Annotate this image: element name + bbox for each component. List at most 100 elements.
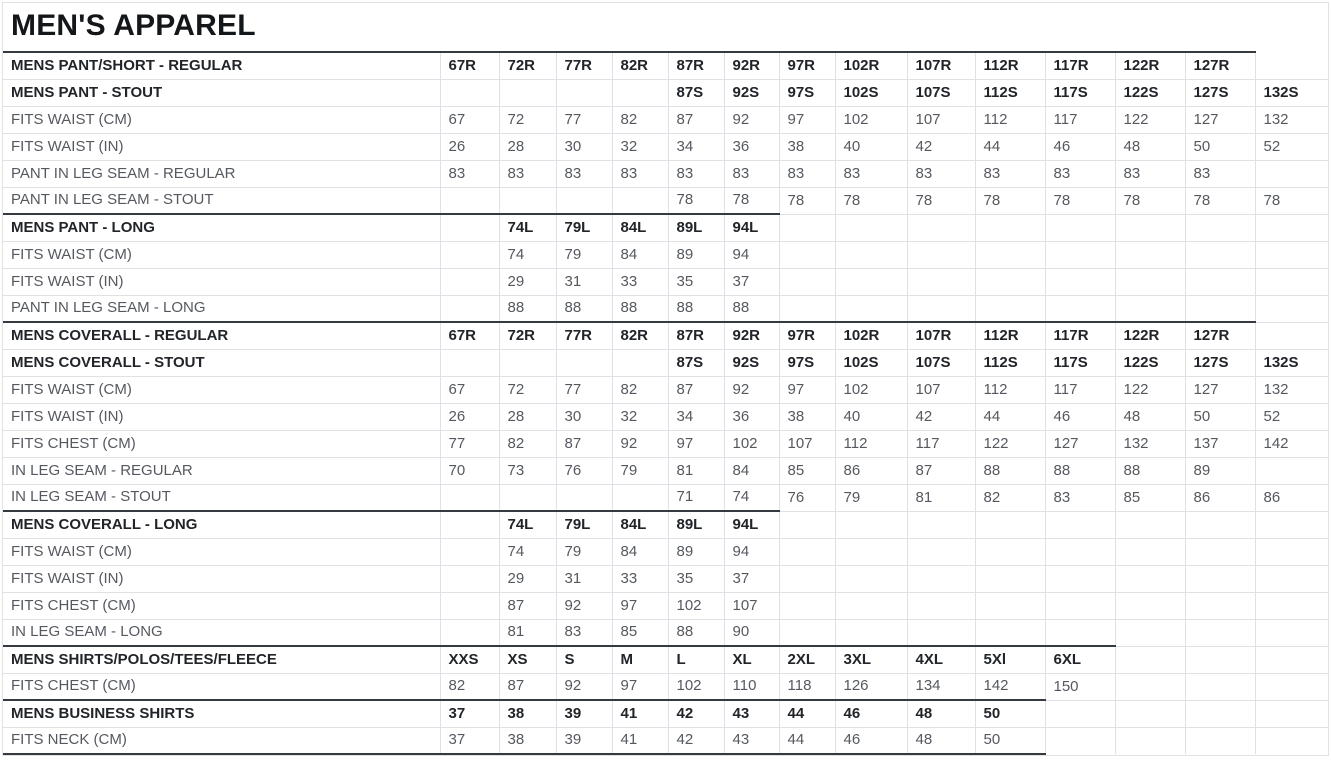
size-cell: [1114, 537, 1186, 566]
size-cell: 44: [778, 726, 836, 755]
size-cell: 30: [555, 132, 613, 161]
row-label: FITS WAIST (CM): [3, 105, 441, 134]
size-cell: 150: [1044, 672, 1116, 701]
size-cell: 78: [1184, 186, 1256, 215]
size-cell: [906, 564, 976, 593]
size-cell: 67: [439, 375, 500, 404]
size-cell: 78: [778, 186, 836, 215]
size-cell: 102R: [834, 321, 908, 350]
size-cell: [974, 240, 1046, 269]
size-cell: 107R: [906, 321, 976, 350]
size-cell: 92R: [723, 321, 780, 350]
size-cell: 33: [611, 267, 669, 296]
size-cell: [1044, 537, 1116, 566]
table-row: MENS BUSINESS SHIRTS 37 38 39 41 42 43 44 46 48 50: [3, 699, 1328, 728]
size-cell: XXS: [439, 645, 500, 674]
size-cell: 48: [906, 726, 976, 755]
size-cell: 122R: [1114, 321, 1186, 350]
size-cell: 38: [498, 726, 557, 755]
page-title: MEN'S APPAREL: [11, 9, 256, 42]
size-cell: [834, 537, 908, 566]
size-cell: 35: [667, 564, 725, 593]
size-cell: 132S: [1254, 348, 1328, 377]
size-cell: 81: [667, 456, 725, 485]
size-cell: 84: [723, 456, 780, 485]
size-cell: [974, 294, 1046, 323]
size-cell: [1254, 618, 1328, 647]
size-chart-table: MENS PANT/SHORT - REGULAR 67R 72R 77R 82R 87R…: [3, 51, 1328, 755]
size-cell: 97: [611, 591, 669, 620]
size-cell: 38: [778, 402, 836, 431]
size-cell: 72: [498, 375, 557, 404]
size-cell: 97R: [778, 321, 836, 350]
size-cell: 107: [778, 429, 836, 458]
size-cell: 30: [555, 402, 613, 431]
size-cell: [1114, 672, 1186, 701]
size-cell: [1254, 240, 1328, 269]
size-cell: [1184, 537, 1256, 566]
size-cell: [1184, 510, 1256, 539]
row-label: IN LEG SEAM - LONG: [3, 618, 441, 647]
size-cell: 42: [667, 699, 725, 728]
size-cell: [1184, 672, 1256, 701]
size-cell: 78: [667, 186, 725, 215]
size-cell: 112: [834, 429, 908, 458]
size-cell: 92: [723, 375, 780, 404]
size-cell: 48: [906, 699, 976, 728]
size-cell: 112: [974, 375, 1046, 404]
size-cell: 86: [1184, 483, 1256, 512]
size-cell: 78: [906, 186, 976, 215]
size-cell: XS: [498, 645, 557, 674]
size-cell: 79: [555, 537, 613, 566]
size-cell: 32: [611, 402, 669, 431]
size-cell: 37: [723, 564, 780, 593]
row-label: FITS NECK (CM): [3, 726, 441, 755]
size-cell: [974, 564, 1046, 593]
size-cell: 89: [667, 537, 725, 566]
size-cell: 74: [498, 240, 557, 269]
size-cell: [1254, 645, 1328, 674]
size-cell: 81: [498, 618, 557, 647]
row-label: MENS BUSINESS SHIRTS: [3, 699, 441, 728]
size-cell: [1184, 294, 1256, 323]
size-cell: 83: [974, 159, 1046, 188]
size-cell: [1184, 564, 1256, 593]
table-row: FITS WAIST (IN) 26 28 30 32 34 36 38 40 42 44 46 48 5…: [3, 132, 1328, 161]
size-cell: 2XL: [778, 645, 836, 674]
size-cell: 97S: [778, 78, 836, 107]
size-cell: 102: [834, 375, 908, 404]
size-cell: 28: [498, 132, 557, 161]
size-cell: 46: [1044, 402, 1116, 431]
size-cell: 89L: [667, 510, 725, 539]
size-cell: 74: [498, 537, 557, 566]
size-cell: [906, 240, 976, 269]
row-label: IN LEG SEAM - STOUT: [3, 483, 441, 512]
size-cell: 76: [778, 483, 836, 512]
size-cell: [1254, 267, 1328, 296]
size-cell: 52: [1254, 132, 1328, 161]
size-cell: 127R: [1184, 51, 1256, 80]
size-cell: 87: [498, 672, 557, 701]
size-cell: [555, 186, 613, 215]
row-label: FITS WAIST (CM): [3, 537, 441, 566]
size-cell: [439, 240, 500, 269]
row-label: MENS PANT/SHORT - REGULAR: [3, 51, 441, 80]
size-cell: 77R: [555, 51, 613, 80]
size-cell: 122: [1114, 105, 1186, 134]
size-cell: 82: [439, 672, 500, 701]
size-cell: 35: [667, 267, 725, 296]
size-cell: [834, 240, 908, 269]
size-cell: 5Xl: [974, 645, 1046, 674]
size-cell: 3XL: [834, 645, 908, 674]
size-cell: 88: [667, 294, 725, 323]
size-cell: 88: [1044, 456, 1116, 485]
size-cell: 97: [778, 375, 836, 404]
row-label: MENS COVERALL - LONG: [3, 510, 441, 539]
size-cell: [439, 186, 500, 215]
size-cell: [906, 213, 976, 242]
size-cell: 81: [906, 483, 976, 512]
size-cell: [778, 294, 836, 323]
table-row: PANT IN LEG SEAM - REGULAR 83 83 83 83 83 83 83…: [3, 159, 1328, 188]
size-cell: [439, 294, 500, 323]
size-cell: [1184, 618, 1256, 647]
